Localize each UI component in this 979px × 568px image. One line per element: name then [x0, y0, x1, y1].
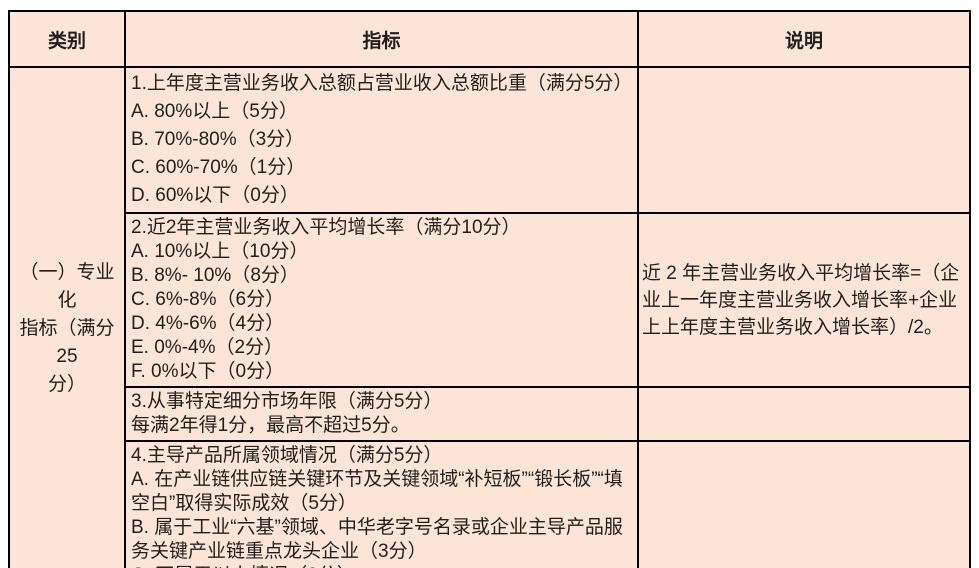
description-cell-2: 近 2 年主营业务收入平均增长率=（企业上一年度主营业务收入增长率+企业上上年度…: [637, 212, 971, 388]
indicator-line: 2.近2年主营业务收入平均增长率（满分10分）: [131, 217, 521, 238]
indicator-line: F. 0%以下（0分）: [131, 361, 285, 382]
indicator-cell-1: 1.上年度主营业务收入总额占营业收入总额比重（满分5分） A. 80%以上（5分…: [124, 66, 639, 214]
indicator-cell-2: 2.近2年主营业务收入平均增长率（满分10分） A. 10%以上（10分） B.…: [124, 212, 639, 388]
header-cell-category: 类别: [8, 10, 126, 68]
indicator-line: 1.上年度主营业务收入总额占营业收入总额比重（满分5分）: [131, 73, 633, 94]
indicator-line: A. 80%以上（5分）: [131, 101, 298, 122]
indicator-line: B. 属于工业“六基”领域、中华老字号名录或企业主导产品服务关键产业链重点龙头企…: [131, 517, 623, 562]
category-cell-specialization: （一）专业化 指标（满分25 分）: [8, 66, 126, 568]
indicator-line: C. 60%-70%（1分）: [131, 157, 306, 178]
indicator-line: 3.从事特定细分市场年限（满分5分）: [131, 391, 443, 412]
indicator-line: E. 0%-4%（2分）: [131, 337, 284, 358]
indicator-line: C. 不属于以上情况（0分）: [131, 564, 631, 568]
indicator-line: D. 60%以下（0分）: [131, 185, 299, 206]
table-row: （一）专业化 指标（满分25 分） 1.上年度主营业务收入总额占营业收入总额比重…: [8, 66, 971, 568]
indicator-line: A. 在产业链供应链关键环节及关键领域“补短板”“锻长板”“填空白”取得实际成效…: [131, 469, 623, 514]
indicator-line: B. 70%-80%（3分）: [131, 129, 305, 150]
indicator-line: B. 8%- 10%（8分）: [131, 265, 299, 286]
category-label-line: 指标（满分25: [19, 318, 115, 367]
indicator-cell-4: 4.主导产品所属领域情况（满分5分） A. 在产业链供应链关键环节及关键领域“补…: [124, 440, 639, 568]
table-row: 2.近2年主营业务收入平均增长率（满分10分） A. 10%以上（10分） B.…: [9, 212, 971, 388]
header-cell-indicator: 指标: [124, 10, 639, 68]
header-cell-description: 说明: [637, 10, 971, 68]
category-label-line: （一）专业化: [19, 262, 115, 311]
description-cell-3: [637, 386, 971, 442]
indicator-line: A. 10%以上（10分）: [131, 241, 309, 262]
scoring-criteria-table: 类别 指标 说明 （一）专业化 指标（满分25 分） 1.上年度主营业务收入总额…: [8, 10, 971, 568]
table-row: 3.从事特定细分市场年限（满分5分） 每满2年得1分，最高不超过5分。: [9, 386, 971, 442]
indicator-line: 每满2年得1分，最高不超过5分。: [131, 415, 410, 436]
description-cell-4: [637, 440, 971, 568]
table-row: 4.主导产品所属领域情况（满分5分） A. 在产业链供应链关键环节及关键领域“补…: [9, 440, 971, 568]
indicator-line: 4.主导产品所属领域情况（满分5分）: [131, 445, 443, 466]
description-cell-1: [637, 66, 971, 214]
category-label-line: 分）: [47, 374, 86, 395]
indicator-cell-3: 3.从事特定细分市场年限（满分5分） 每满2年得1分，最高不超过5分。: [124, 386, 639, 442]
table-header-row: 类别 指标 说明: [8, 10, 971, 68]
indicator-line: C. 6%-8%（6分）: [131, 289, 285, 310]
indicator-line: D. 4%-6%（4分）: [131, 313, 285, 334]
